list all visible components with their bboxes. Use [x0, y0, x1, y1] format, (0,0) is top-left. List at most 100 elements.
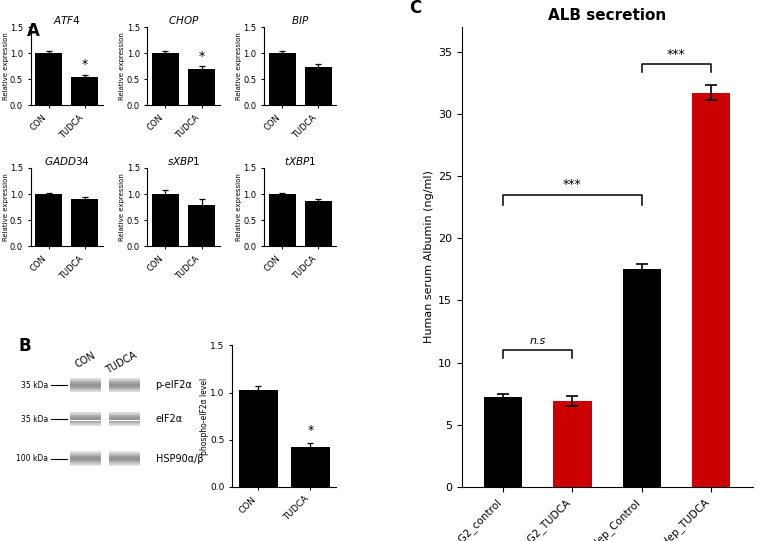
Bar [109, 425, 140, 426]
Bar [109, 424, 140, 425]
Text: p-eIF2α: p-eIF2α [156, 380, 193, 390]
Y-axis label: Relative expression: Relative expression [2, 173, 8, 241]
Bar [70, 417, 101, 418]
Bar [109, 382, 140, 383]
Bar [692, 93, 730, 487]
Bar [70, 464, 101, 465]
Bar [109, 452, 140, 453]
Bar [70, 391, 101, 392]
Title: $\it{ATF4}$: $\it{ATF4}$ [53, 14, 81, 27]
Bar [109, 419, 140, 420]
Bar [109, 416, 140, 417]
Bar [70, 414, 101, 415]
Title: ALB secretion: ALB secretion [548, 8, 667, 23]
Bar [70, 385, 101, 386]
Bar [70, 465, 101, 466]
Bar [70, 382, 101, 383]
Bar [109, 384, 140, 385]
Text: n.s: n.s [530, 337, 546, 346]
Bar [70, 453, 101, 454]
Bar [269, 194, 296, 246]
Bar [70, 455, 101, 456]
Bar [305, 67, 332, 105]
Bar [623, 269, 660, 487]
Y-axis label: Relative expression: Relative expression [119, 32, 125, 100]
Bar [269, 53, 296, 105]
Y-axis label: Relative expression: Relative expression [119, 173, 125, 241]
Bar [109, 457, 140, 458]
Text: A: A [27, 22, 40, 39]
Bar [109, 390, 140, 391]
Bar [70, 421, 101, 422]
Bar [291, 447, 329, 487]
Bar [109, 413, 140, 414]
Bar [109, 379, 140, 380]
Bar [70, 416, 101, 417]
Bar [109, 414, 140, 415]
Bar [109, 451, 140, 452]
Text: eIF2α: eIF2α [156, 414, 183, 424]
Bar [70, 388, 101, 389]
Bar [109, 391, 140, 392]
Bar [70, 451, 101, 452]
Bar [70, 378, 101, 379]
Bar [70, 383, 101, 384]
Bar [71, 199, 98, 246]
Bar [35, 194, 62, 246]
Bar [35, 53, 62, 105]
Bar [109, 383, 140, 384]
Text: ***: *** [563, 178, 582, 191]
Bar [109, 385, 140, 386]
Text: 35 kDa: 35 kDa [21, 380, 48, 390]
Bar [70, 452, 101, 453]
Bar [109, 460, 140, 461]
Bar [70, 384, 101, 385]
Bar [70, 418, 101, 419]
Bar [70, 425, 101, 426]
Title: $\it{tXBP1}$: $\it{tXBP1}$ [284, 155, 316, 167]
Bar [70, 412, 101, 413]
Bar [109, 418, 140, 419]
Bar [109, 421, 140, 422]
Bar [70, 420, 101, 421]
Title: $\it{GADD34}$: $\it{GADD34}$ [44, 155, 90, 167]
Bar [152, 194, 179, 246]
Bar [70, 456, 101, 457]
Bar [70, 419, 101, 420]
Bar [70, 387, 101, 388]
Text: ***: *** [667, 48, 686, 61]
Bar [70, 415, 101, 416]
Bar [109, 387, 140, 388]
Bar [70, 459, 101, 460]
Title: $\it{BIP}$: $\it{BIP}$ [291, 14, 310, 27]
Y-axis label: Relative expression: Relative expression [236, 173, 242, 241]
Bar [188, 69, 215, 105]
Bar [109, 461, 140, 463]
Bar [109, 456, 140, 457]
Bar [70, 381, 101, 382]
Bar [109, 389, 140, 390]
Text: 35 kDa: 35 kDa [21, 414, 48, 424]
Bar [70, 390, 101, 391]
Bar [70, 458, 101, 459]
Bar [70, 454, 101, 455]
Bar [71, 77, 98, 105]
Bar [305, 201, 332, 246]
Title: $\it{sXBP1}$: $\it{sXBP1}$ [167, 155, 200, 167]
Bar [70, 457, 101, 458]
Bar [109, 412, 140, 413]
Text: 100 kDa: 100 kDa [16, 454, 48, 463]
Bar [484, 398, 522, 487]
Text: C: C [409, 0, 422, 17]
Bar [70, 463, 101, 464]
Bar [70, 389, 101, 390]
Bar [70, 423, 101, 424]
Text: *: * [307, 424, 313, 437]
Bar [70, 413, 101, 414]
Y-axis label: Relative expression: Relative expression [236, 32, 242, 100]
Bar [70, 379, 101, 380]
Bar [70, 460, 101, 461]
Text: HSP90α/β: HSP90α/β [156, 453, 204, 464]
Bar [70, 424, 101, 425]
Bar [109, 454, 140, 455]
